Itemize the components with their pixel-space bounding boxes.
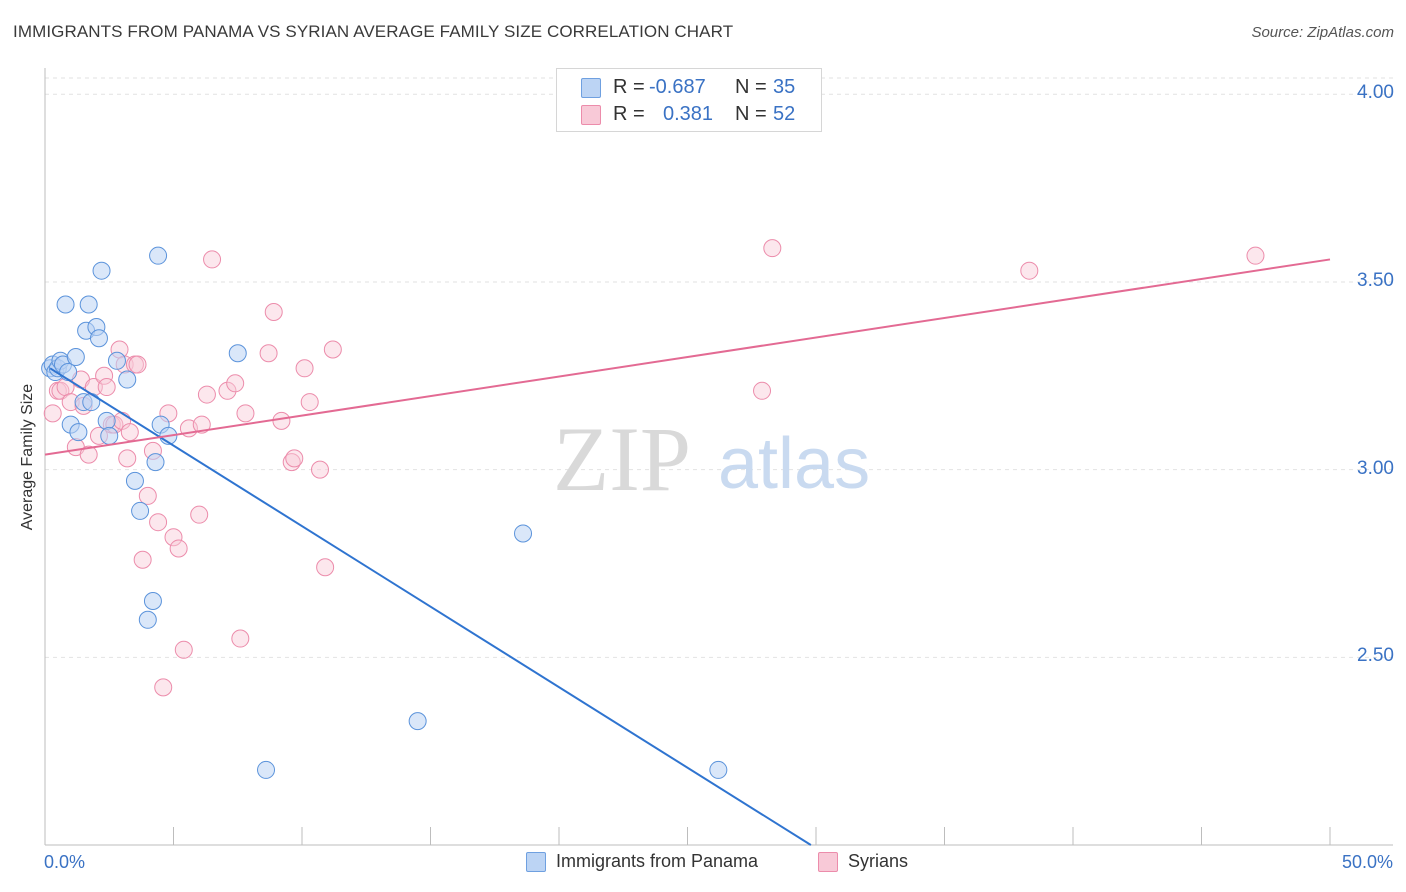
bottom-legend-swatch-panama	[526, 852, 546, 872]
syrian-point	[236, 404, 255, 423]
panama-point	[514, 524, 533, 543]
syrian-point	[192, 415, 211, 434]
syrian-point	[164, 528, 183, 547]
panama-point	[125, 471, 144, 490]
syrian-point	[753, 381, 772, 400]
panama-point	[149, 246, 168, 265]
syrian-trend-line	[44, 258, 1331, 456]
panama-point	[143, 592, 162, 611]
panama-point	[228, 344, 247, 363]
y-tick-label: 3.00	[1357, 457, 1394, 479]
panama-point	[69, 423, 88, 442]
bottom-legend-swatch-syrians	[818, 852, 838, 872]
legend-r-label: R =	[613, 76, 645, 98]
syrian-point	[226, 374, 245, 393]
legend-r-label: R =	[613, 103, 645, 125]
watermark-atlas: atlas	[718, 424, 870, 504]
source-note: Source: ZipAtlas.com	[1251, 24, 1394, 41]
syrian-point	[272, 411, 291, 430]
syrian-point	[169, 539, 188, 558]
syrian-point	[190, 505, 209, 524]
bottom-legend-label: Immigrants from Panama	[556, 851, 759, 871]
syrian-point	[1020, 261, 1039, 280]
legend-n-label: N =	[735, 103, 767, 125]
syrian-point	[231, 629, 250, 648]
watermark: ZIP atlas	[553, 408, 870, 510]
syrian-point	[316, 558, 335, 577]
legend-n-value: 52	[773, 103, 796, 125]
syrian-point	[285, 449, 304, 468]
axes	[44, 68, 1393, 846]
panama-trend-line	[49, 367, 812, 846]
panama-point	[82, 393, 101, 412]
syrian-point	[218, 381, 237, 400]
panama-point	[131, 501, 150, 520]
trend-lines	[44, 258, 1331, 846]
syrian-point	[138, 486, 157, 505]
panama-point	[59, 363, 78, 382]
panama-point	[107, 351, 126, 370]
syrian-point	[203, 250, 222, 269]
grid-lines	[45, 77, 1393, 658]
syrian-point	[197, 385, 216, 404]
x-tick-label-max: 50.0%	[1341, 852, 1393, 872]
y-tick-label: 2.50	[1357, 645, 1394, 667]
syrian-point	[97, 378, 116, 397]
y-tick-label: 4.00	[1357, 82, 1394, 104]
syrian-point	[43, 404, 62, 423]
legend-r-value: 0.381	[663, 103, 714, 125]
syrian-point	[1246, 246, 1265, 265]
syrian-point	[300, 393, 319, 412]
panama-point	[97, 411, 116, 430]
panama-point	[257, 760, 276, 779]
syrian-point	[95, 366, 114, 385]
syrian-point	[128, 355, 147, 374]
syrian-point	[120, 423, 139, 442]
syrian-point	[118, 449, 137, 468]
panama-point	[79, 295, 98, 314]
x-tick-label-min: 0.0%	[44, 852, 86, 872]
panama-point	[146, 453, 165, 472]
syrian-point	[259, 344, 278, 363]
bottom-legend-label: Syrians	[848, 851, 909, 871]
watermark-zip: ZIP	[553, 408, 691, 510]
syrian-point	[264, 302, 283, 321]
panama-point	[56, 295, 75, 314]
legend-n-value: 35	[773, 76, 796, 98]
chart-title: IMMIGRANTS FROM PANAMA VS SYRIAN AVERAGE…	[13, 22, 734, 41]
syrian-point	[133, 550, 152, 569]
syrian-point	[310, 460, 329, 479]
syrian-point	[154, 678, 173, 697]
syrian-point	[149, 513, 168, 532]
panama-point	[118, 370, 137, 389]
panama-point	[66, 348, 85, 367]
syrian-point	[79, 445, 98, 464]
y-tick-label: 3.50	[1357, 269, 1394, 291]
data-points	[41, 239, 1265, 779]
panama-point	[408, 712, 427, 731]
legend-swatch-panama	[581, 78, 601, 98]
panama-point	[92, 261, 111, 280]
syrian-point	[174, 640, 193, 659]
syrian-point	[323, 340, 342, 359]
panama-point	[709, 760, 728, 779]
panama-point	[89, 329, 108, 348]
legend-n-label: N =	[735, 76, 767, 98]
correlation-legend: R = -0.687 N = 35 R = 0.381 N = 52	[556, 68, 822, 132]
panama-point	[138, 610, 157, 629]
legend-swatch-syrians	[581, 105, 601, 125]
panama-point	[100, 426, 119, 445]
syrian-point	[295, 359, 314, 378]
legend-r-value: -0.687	[649, 76, 706, 98]
syrian-point	[763, 239, 782, 258]
